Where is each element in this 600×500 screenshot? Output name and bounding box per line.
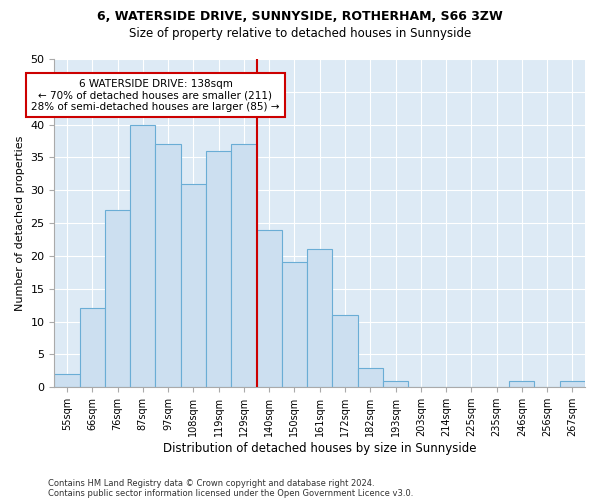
Bar — [130, 124, 155, 387]
Text: 6, WATERSIDE DRIVE, SUNNYSIDE, ROTHERHAM, S66 3ZW: 6, WATERSIDE DRIVE, SUNNYSIDE, ROTHERHAM… — [97, 10, 503, 23]
Bar — [307, 250, 332, 387]
Y-axis label: Number of detached properties: Number of detached properties — [15, 136, 25, 311]
Bar — [80, 308, 105, 387]
Bar — [560, 380, 585, 387]
Bar — [282, 262, 307, 387]
Bar — [55, 374, 80, 387]
Bar — [332, 315, 358, 387]
Text: Size of property relative to detached houses in Sunnyside: Size of property relative to detached ho… — [129, 28, 471, 40]
X-axis label: Distribution of detached houses by size in Sunnyside: Distribution of detached houses by size … — [163, 442, 476, 455]
Bar — [155, 144, 181, 387]
Bar — [257, 230, 282, 387]
Text: Contains public sector information licensed under the Open Government Licence v3: Contains public sector information licen… — [48, 488, 413, 498]
Bar — [181, 184, 206, 387]
Bar — [383, 380, 408, 387]
Text: Contains HM Land Registry data © Crown copyright and database right 2024.: Contains HM Land Registry data © Crown c… — [48, 478, 374, 488]
Bar — [206, 151, 231, 387]
Bar — [358, 368, 383, 387]
Bar — [105, 210, 130, 387]
Bar — [509, 380, 535, 387]
Bar — [231, 144, 257, 387]
Text: 6 WATERSIDE DRIVE: 138sqm
← 70% of detached houses are smaller (211)
28% of semi: 6 WATERSIDE DRIVE: 138sqm ← 70% of detac… — [31, 78, 280, 112]
